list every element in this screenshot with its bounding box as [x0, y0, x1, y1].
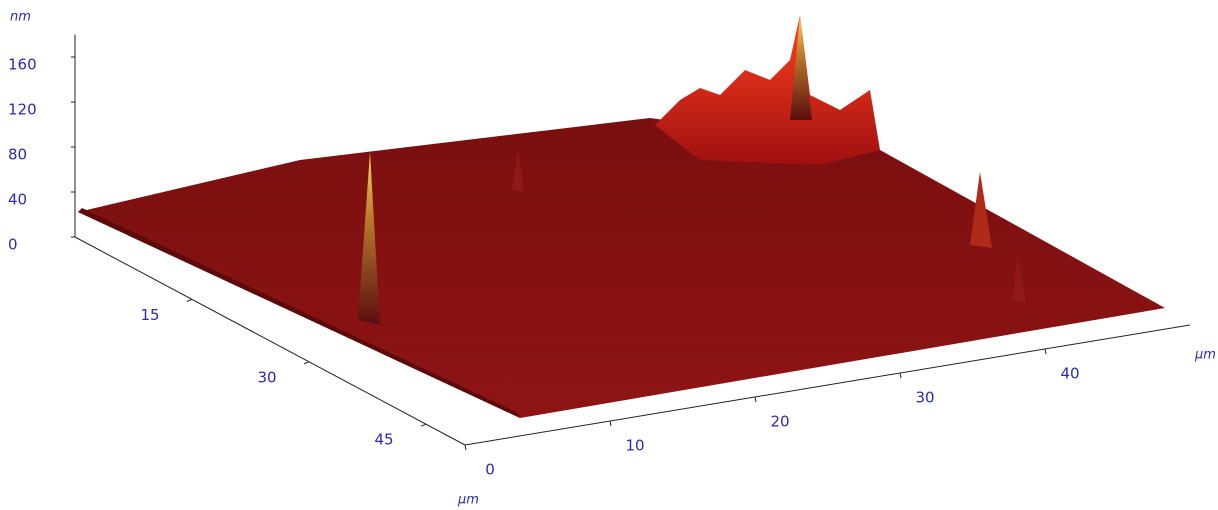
- z-tick-label: 40: [8, 191, 27, 209]
- x-tick: [609, 420, 612, 427]
- x-axis-label: µm: [1194, 348, 1216, 363]
- x-tick-label: 0: [485, 461, 495, 479]
- x-tick-label: 30: [915, 389, 934, 407]
- z-axis-label: nm: [10, 10, 31, 25]
- y-tick: [420, 423, 427, 427]
- z-tick-label: 0: [8, 236, 18, 254]
- surface: [78, 15, 1165, 418]
- x-tick-label: 20: [770, 413, 789, 431]
- x-axis: [464, 324, 1191, 446]
- x-tick-label: 10: [625, 437, 644, 455]
- y-tick-label: 15: [140, 306, 159, 324]
- x-tick: [464, 444, 467, 451]
- x-tick: [754, 396, 757, 403]
- y-tick: [186, 298, 193, 302]
- y-axis: [74, 236, 466, 446]
- z-tick-label: 160: [8, 56, 37, 74]
- y-tick: [303, 361, 310, 365]
- y-tick-label: 30: [257, 368, 276, 386]
- x-tick: [899, 372, 902, 379]
- y-tick-label: 45: [374, 431, 393, 449]
- x-tick-label: 40: [1060, 365, 1079, 383]
- z-tick-label: 80: [8, 146, 27, 164]
- z-tick-label: 120: [8, 101, 37, 119]
- y-axis-label: µm: [457, 493, 479, 508]
- x-tick: [1044, 348, 1047, 355]
